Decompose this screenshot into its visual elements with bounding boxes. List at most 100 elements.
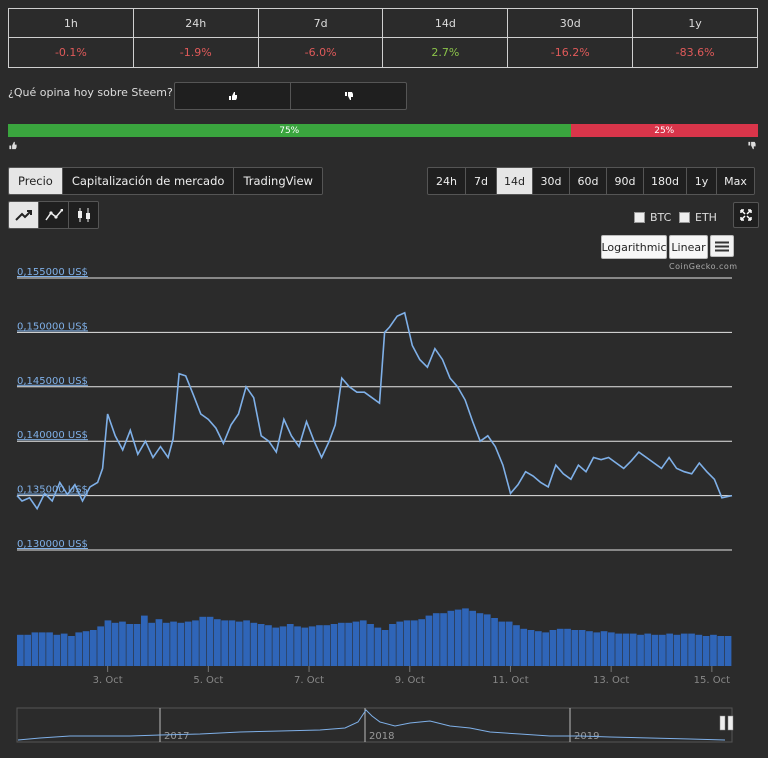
period-cell: 7d <box>257 8 384 38</box>
logarithmic-button[interactable]: Logarithmic <box>601 235 667 259</box>
x-tick-label: 7. Oct <box>294 675 324 686</box>
sentiment-down-fill: 25% <box>570 124 758 137</box>
volume-bar <box>301 627 309 666</box>
x-tick-label: 5. Oct <box>193 675 223 686</box>
range-max[interactable]: Max <box>717 168 754 194</box>
volume-bar <box>389 624 396 666</box>
volume-bar <box>97 626 104 666</box>
volume-bar <box>199 616 207 666</box>
sentiment-question: ¿Qué opina hoy sobre Steem? <box>8 86 173 99</box>
period-cell: 1h <box>8 8 134 38</box>
volume-bar <box>308 626 316 666</box>
volume-bar <box>214 619 221 666</box>
tab-tradingview[interactable]: TradingView <box>234 168 322 194</box>
period-row: 1h 24h 7d 14d 30d 1y <box>8 8 758 38</box>
range-14d[interactable]: 14d <box>497 168 533 194</box>
range-60d[interactable]: 60d <box>570 168 607 194</box>
x-tick-label: 11. Oct <box>492 675 528 686</box>
volume-bar <box>608 632 615 666</box>
volume-bar <box>257 624 265 666</box>
volume-bar <box>184 621 192 666</box>
volume-bar <box>483 614 491 666</box>
vote-up-button[interactable] <box>175 83 290 109</box>
volume-bar <box>272 627 280 666</box>
volume-bar <box>286 624 294 666</box>
change-value: -16.2% <box>507 37 634 68</box>
volume-bar <box>432 613 440 666</box>
volume-bar <box>556 628 564 666</box>
volume-bar <box>651 634 659 666</box>
range-180d[interactable]: 180d <box>644 168 687 194</box>
volume-bar <box>279 626 287 666</box>
compare-eth[interactable]: ETH <box>679 211 717 224</box>
x-tick-label: 3. Oct <box>93 675 123 686</box>
volume-bar <box>381 630 389 666</box>
price-chart[interactable]: 0,155000 US$ 0,150000 US$ 0,145000 US$ 0,14… <box>0 260 768 758</box>
volume-bar <box>396 621 404 666</box>
thumbs-down-icon <box>748 141 756 150</box>
volume-bar <box>111 622 119 666</box>
volume-bar <box>637 634 644 666</box>
smooth-line-icon <box>44 209 63 221</box>
y-tick-label: 0,155000 US$ <box>17 267 88 278</box>
volume-bar <box>162 622 170 666</box>
tab-market-cap[interactable]: Capitalización de mercado <box>62 168 235 194</box>
volume-bar <box>513 625 520 666</box>
volume-bar <box>710 634 717 666</box>
chart-menu-button[interactable] <box>710 235 734 257</box>
volume-bar <box>38 632 46 666</box>
volume-bar <box>411 620 418 666</box>
volume-bar <box>359 620 367 666</box>
tab-price[interactable]: Precio <box>9 168 63 194</box>
period-cell: 24h <box>132 8 259 38</box>
thumbs-up-icon <box>228 92 237 100</box>
y-tick-label: 0,130000 US$ <box>17 539 88 550</box>
vote-down-button[interactable] <box>290 83 406 109</box>
sentiment-up-fill: 75% <box>8 124 571 137</box>
volume-bar <box>469 610 476 666</box>
linear-button[interactable]: Linear <box>669 235 708 259</box>
change-value: -0.1% <box>8 37 134 68</box>
range-7d[interactable]: 7d <box>466 168 497 194</box>
chart-tabs: Precio Capitalización de mercado Trading… <box>8 167 323 195</box>
line-chart-icon <box>14 210 32 221</box>
volume-bar <box>75 632 83 666</box>
line-chart-button[interactable] <box>9 202 39 228</box>
fullscreen-button[interactable] <box>733 202 759 228</box>
volume-bar <box>425 615 433 666</box>
range-1y[interactable]: 1y <box>687 168 717 194</box>
volume-bar <box>148 622 155 666</box>
chart-type-selector <box>8 201 99 229</box>
range-30d[interactable]: 30d <box>533 168 570 194</box>
change-value: -1.9% <box>132 37 259 68</box>
y-tick-label: 0,140000 US$ <box>17 430 88 441</box>
volume-bar <box>338 622 345 666</box>
range-24h[interactable]: 24h <box>428 168 466 194</box>
smooth-line-button[interactable] <box>39 202 69 228</box>
menu-icon <box>715 241 729 251</box>
volume-bar <box>294 626 301 666</box>
compare-btc[interactable]: BTC <box>634 211 671 224</box>
volume-bar <box>24 634 31 666</box>
volume-bar <box>68 636 75 666</box>
volume-bar <box>724 636 732 666</box>
volume-bar <box>90 630 97 666</box>
x-tick-label: 13. Oct <box>593 675 629 686</box>
volume-bar <box>578 630 586 666</box>
volume-bar <box>352 621 360 666</box>
volume-bar <box>659 634 666 666</box>
volume-bar <box>119 621 126 666</box>
eth-label: ETH <box>695 211 717 224</box>
volume-bar <box>505 621 513 666</box>
volume-bar <box>688 633 695 666</box>
btc-checkbox[interactable] <box>634 212 645 223</box>
range-90d[interactable]: 90d <box>607 168 644 194</box>
eth-checkbox[interactable] <box>679 212 690 223</box>
volume-bar <box>549 630 557 666</box>
volume-bar <box>155 619 163 666</box>
volume-bar <box>571 630 579 666</box>
volume-bar <box>250 622 258 666</box>
volume-bar <box>615 633 622 666</box>
volume-bar <box>491 618 498 666</box>
candlestick-button[interactable] <box>69 202 98 228</box>
